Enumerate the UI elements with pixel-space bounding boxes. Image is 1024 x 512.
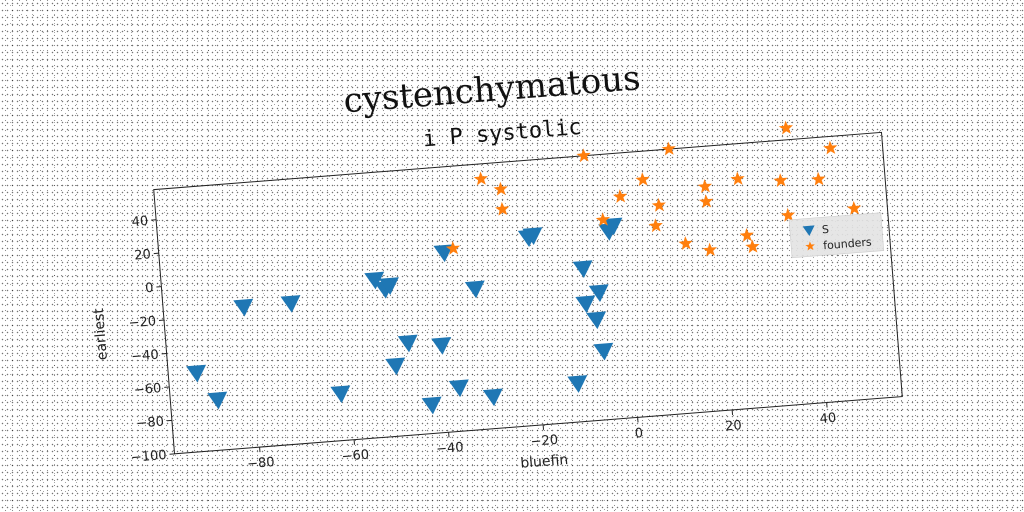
legend: S founders [788, 212, 885, 259]
point-s [588, 284, 609, 302]
point-s [280, 295, 301, 313]
point-founders [773, 173, 788, 188]
point-s [522, 227, 543, 245]
x-tick-label: −20 [530, 433, 559, 450]
y-tick-label: −100 [130, 448, 167, 466]
point-founders [678, 236, 693, 251]
y-axis: −100 −80 −60 −40 −20 0 20 40 [128, 214, 175, 466]
x-tick-label: 40 [819, 411, 837, 427]
point-founders [661, 141, 676, 156]
x-axis-label: bluefin [520, 452, 569, 472]
point-founders [612, 189, 628, 204]
point-s [575, 295, 596, 314]
point-s [207, 391, 228, 410]
point-s [602, 217, 623, 236]
x-tick-label: 0 [634, 426, 643, 442]
point-founders [846, 201, 862, 215]
y-tick-label: −80 [136, 415, 165, 432]
legend-label-founders: founders [823, 235, 873, 252]
point-founders [445, 241, 461, 255]
x-axis: −80 −60 −40 −20 0 20 40 [247, 402, 837, 472]
point-founders [595, 212, 611, 227]
plot-area [153, 131, 903, 455]
point-founders [495, 201, 510, 216]
point-founders [697, 179, 712, 194]
point-s [464, 280, 485, 299]
point-s [567, 375, 588, 393]
point-s [397, 334, 418, 353]
point-founders [473, 171, 488, 186]
x-tick-label: 20 [725, 418, 743, 434]
point-founders [823, 140, 838, 155]
chart-title: cystenchymatous [342, 58, 642, 121]
point-s [233, 298, 254, 317]
x-tick-label: −40 [436, 440, 465, 457]
point-s [364, 271, 385, 290]
point-s [482, 388, 503, 407]
point-s [586, 311, 607, 330]
x-tick-label: −80 [247, 455, 276, 472]
point-founders [702, 242, 717, 257]
point-s [378, 277, 399, 295]
point-founders [576, 148, 591, 163]
point-s [186, 364, 207, 383]
y-tick-label: 20 [134, 247, 152, 263]
point-founders [778, 120, 793, 135]
y-tick-label: −40 [131, 348, 160, 365]
point-founders [493, 181, 508, 196]
point-founders [739, 228, 754, 242]
legend-marker-s [802, 225, 815, 237]
scatter-marks [186, 120, 862, 415]
point-s [593, 342, 614, 361]
y-tick-label: 40 [131, 214, 149, 230]
y-axis-label: earliest [91, 307, 111, 361]
point-founders [745, 239, 760, 254]
y-tick-label: −60 [133, 381, 162, 398]
point-founders [698, 194, 714, 209]
point-s [330, 385, 351, 404]
legend-box [788, 212, 885, 259]
point-founders [651, 197, 666, 212]
point-founders [730, 171, 745, 186]
point-s [448, 379, 469, 398]
x-tick-label: −60 [341, 448, 370, 465]
point-founders [780, 207, 796, 222]
point-founders [635, 172, 650, 187]
point-s [431, 337, 452, 355]
legend-label-s: S [821, 223, 829, 237]
y-tick-label: 0 [145, 281, 154, 297]
point-s [572, 260, 593, 279]
point-founders [648, 218, 663, 233]
point-founders [811, 171, 826, 186]
point-s [421, 396, 442, 415]
chart-subtitle: i P systolic [422, 115, 582, 152]
point-s [385, 357, 406, 376]
legend-marker-founders [805, 241, 815, 251]
y-tick-label: −20 [128, 314, 157, 331]
point-s [433, 244, 454, 263]
